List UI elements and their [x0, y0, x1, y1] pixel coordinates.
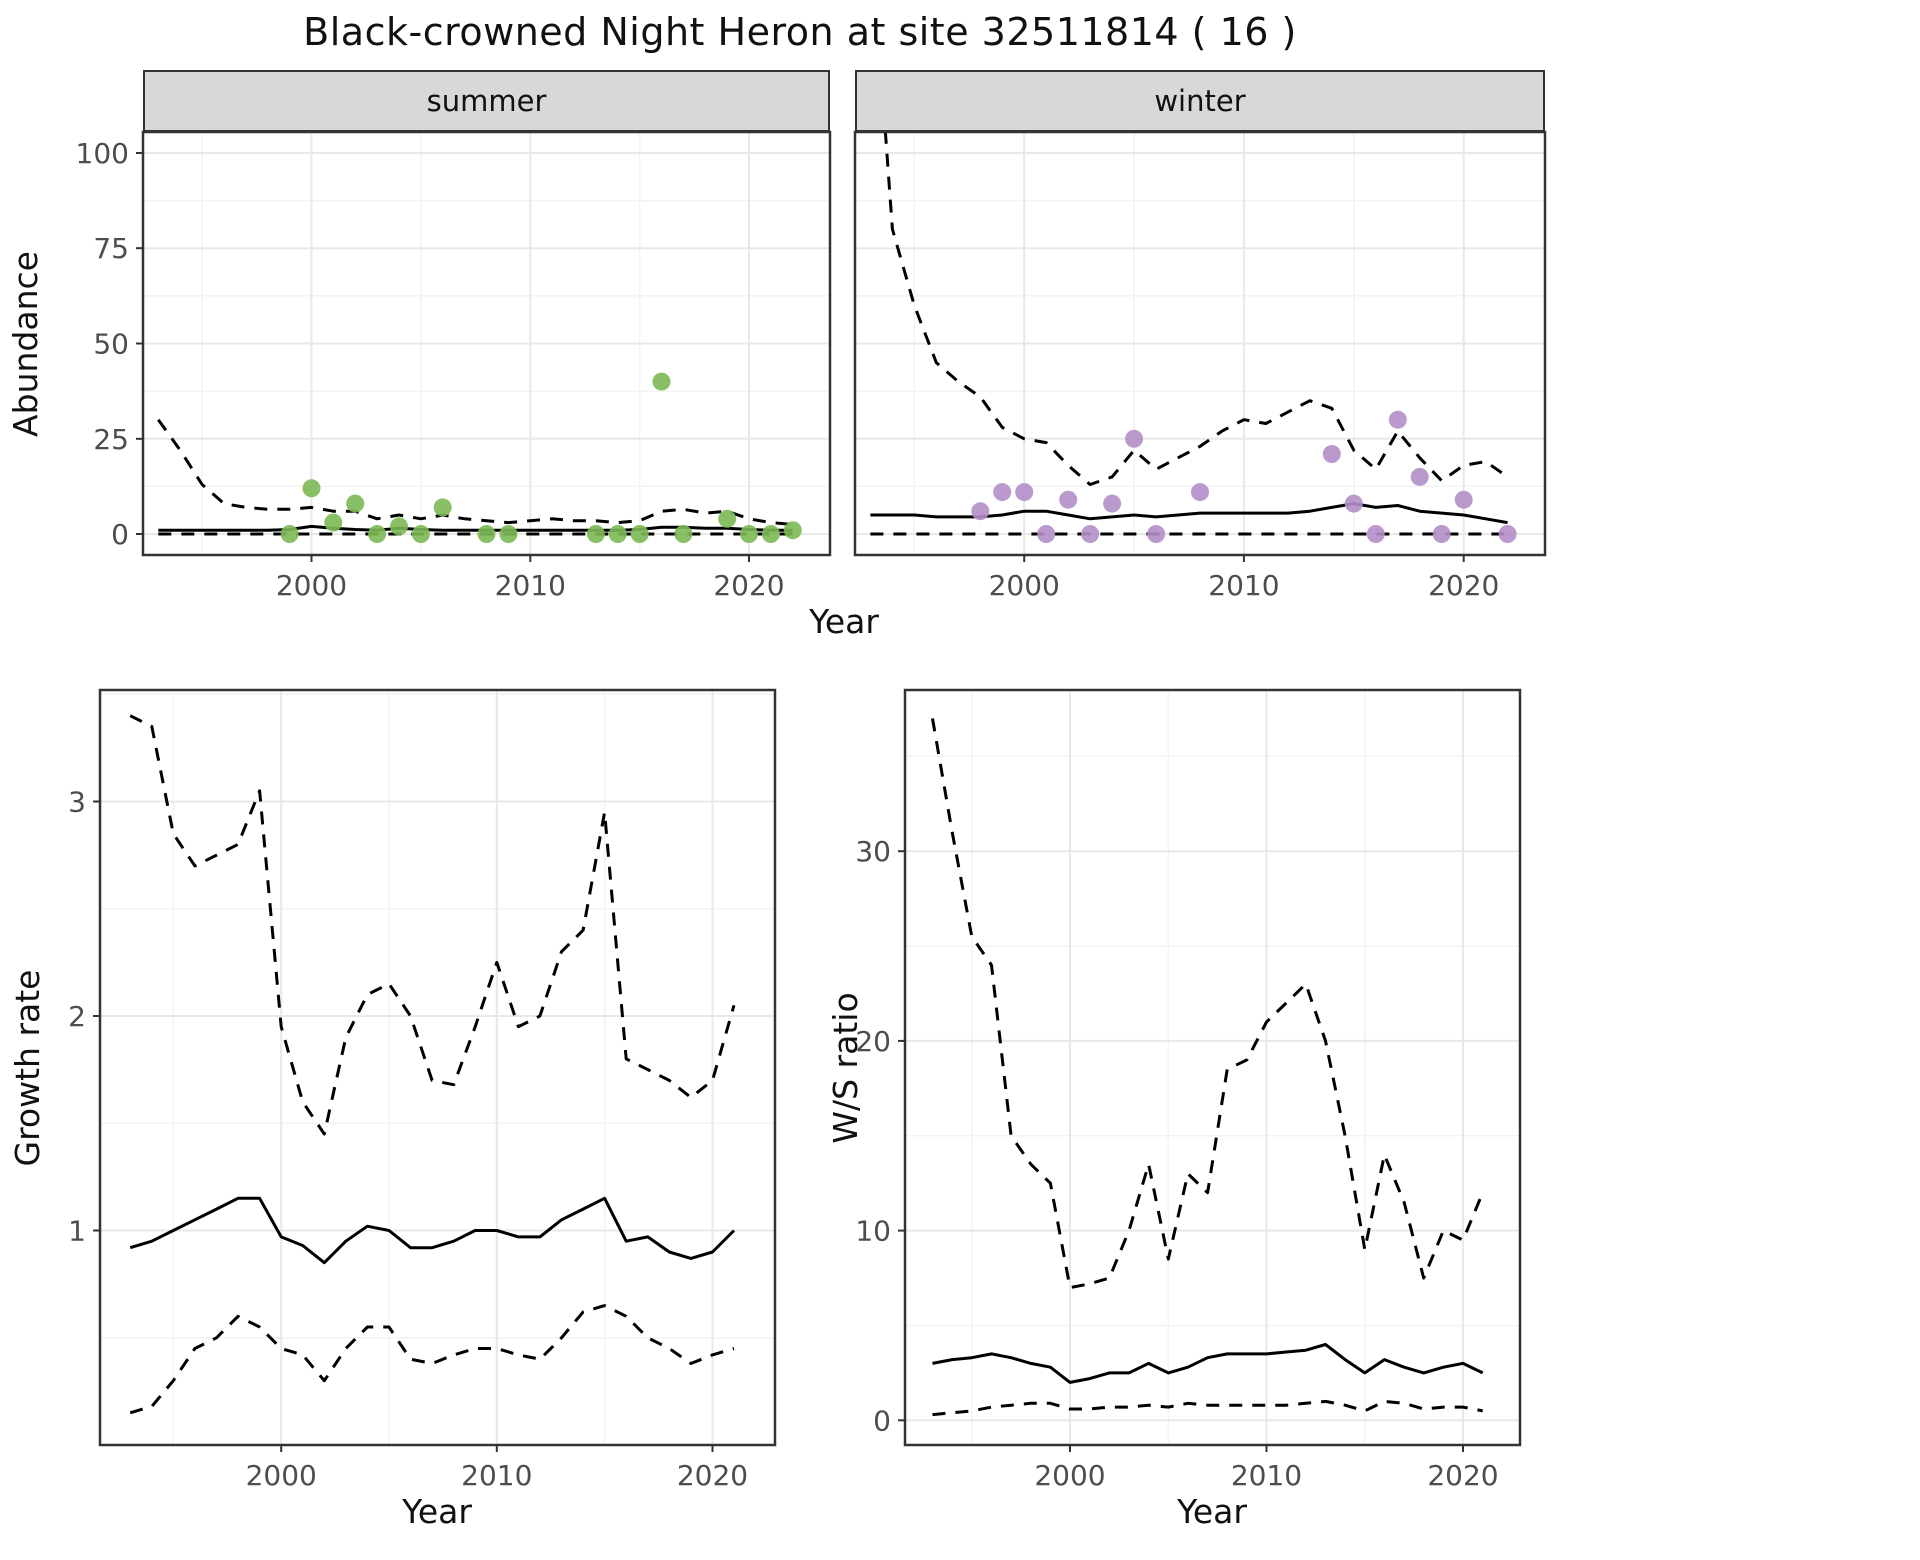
- svg-text:2020: 2020: [713, 569, 784, 602]
- svg-text:10: 10: [855, 1215, 891, 1248]
- svg-text:100: 100: [76, 137, 129, 170]
- svg-text:3: 3: [68, 786, 86, 819]
- svg-text:20: 20: [855, 1025, 891, 1058]
- svg-text:2: 2: [68, 1000, 86, 1033]
- ws-x-axis-label: Year: [1177, 1492, 1247, 1531]
- svg-text:2000: 2000: [246, 1459, 317, 1492]
- svg-text:2020: 2020: [1428, 569, 1499, 602]
- growth-rate-panel: 2000 2010 2020 1 2 3: [68, 688, 777, 1492]
- facet-strip-summer-label: summer: [426, 84, 547, 118]
- chart-title: Black-crowned Night Heron at site 325118…: [303, 10, 1297, 54]
- facet-strip-summer: summer: [143, 70, 830, 132]
- growth-x-axis-label: Year: [402, 1492, 472, 1531]
- summer-abundance-panel: 2000 2010 2020 0 25 50 75 100: [76, 130, 832, 602]
- svg-text:2000: 2000: [1034, 1459, 1105, 1492]
- top-x-axis-label: Year: [809, 602, 879, 641]
- svg-text:2010: 2010: [1208, 569, 1279, 602]
- svg-text:75: 75: [93, 232, 129, 265]
- svg-text:30: 30: [855, 835, 891, 868]
- svg-text:2000: 2000: [989, 569, 1060, 602]
- abundance-axis-label: Abundance: [6, 251, 45, 437]
- facet-strip-winter-label: winter: [1154, 84, 1246, 118]
- svg-text:2000: 2000: [276, 569, 347, 602]
- svg-text:2020: 2020: [1427, 1459, 1498, 1492]
- svg-text:0: 0: [111, 518, 129, 551]
- facet-strip-winter: winter: [855, 70, 1545, 132]
- svg-text:2020: 2020: [677, 1459, 748, 1492]
- svg-text:2010: 2010: [495, 569, 566, 602]
- winter-abundance-panel: 2000 2010 2020: [853, 130, 1547, 602]
- ws-ratio-panel: 2000 2010 2020 0 10 20 30: [855, 688, 1522, 1492]
- svg-text:2010: 2010: [1231, 1459, 1302, 1492]
- svg-text:1: 1: [68, 1215, 86, 1248]
- svg-text:2010: 2010: [461, 1459, 532, 1492]
- svg-text:0: 0: [873, 1404, 891, 1437]
- svg-text:25: 25: [93, 423, 129, 456]
- svg-text:50: 50: [93, 328, 129, 361]
